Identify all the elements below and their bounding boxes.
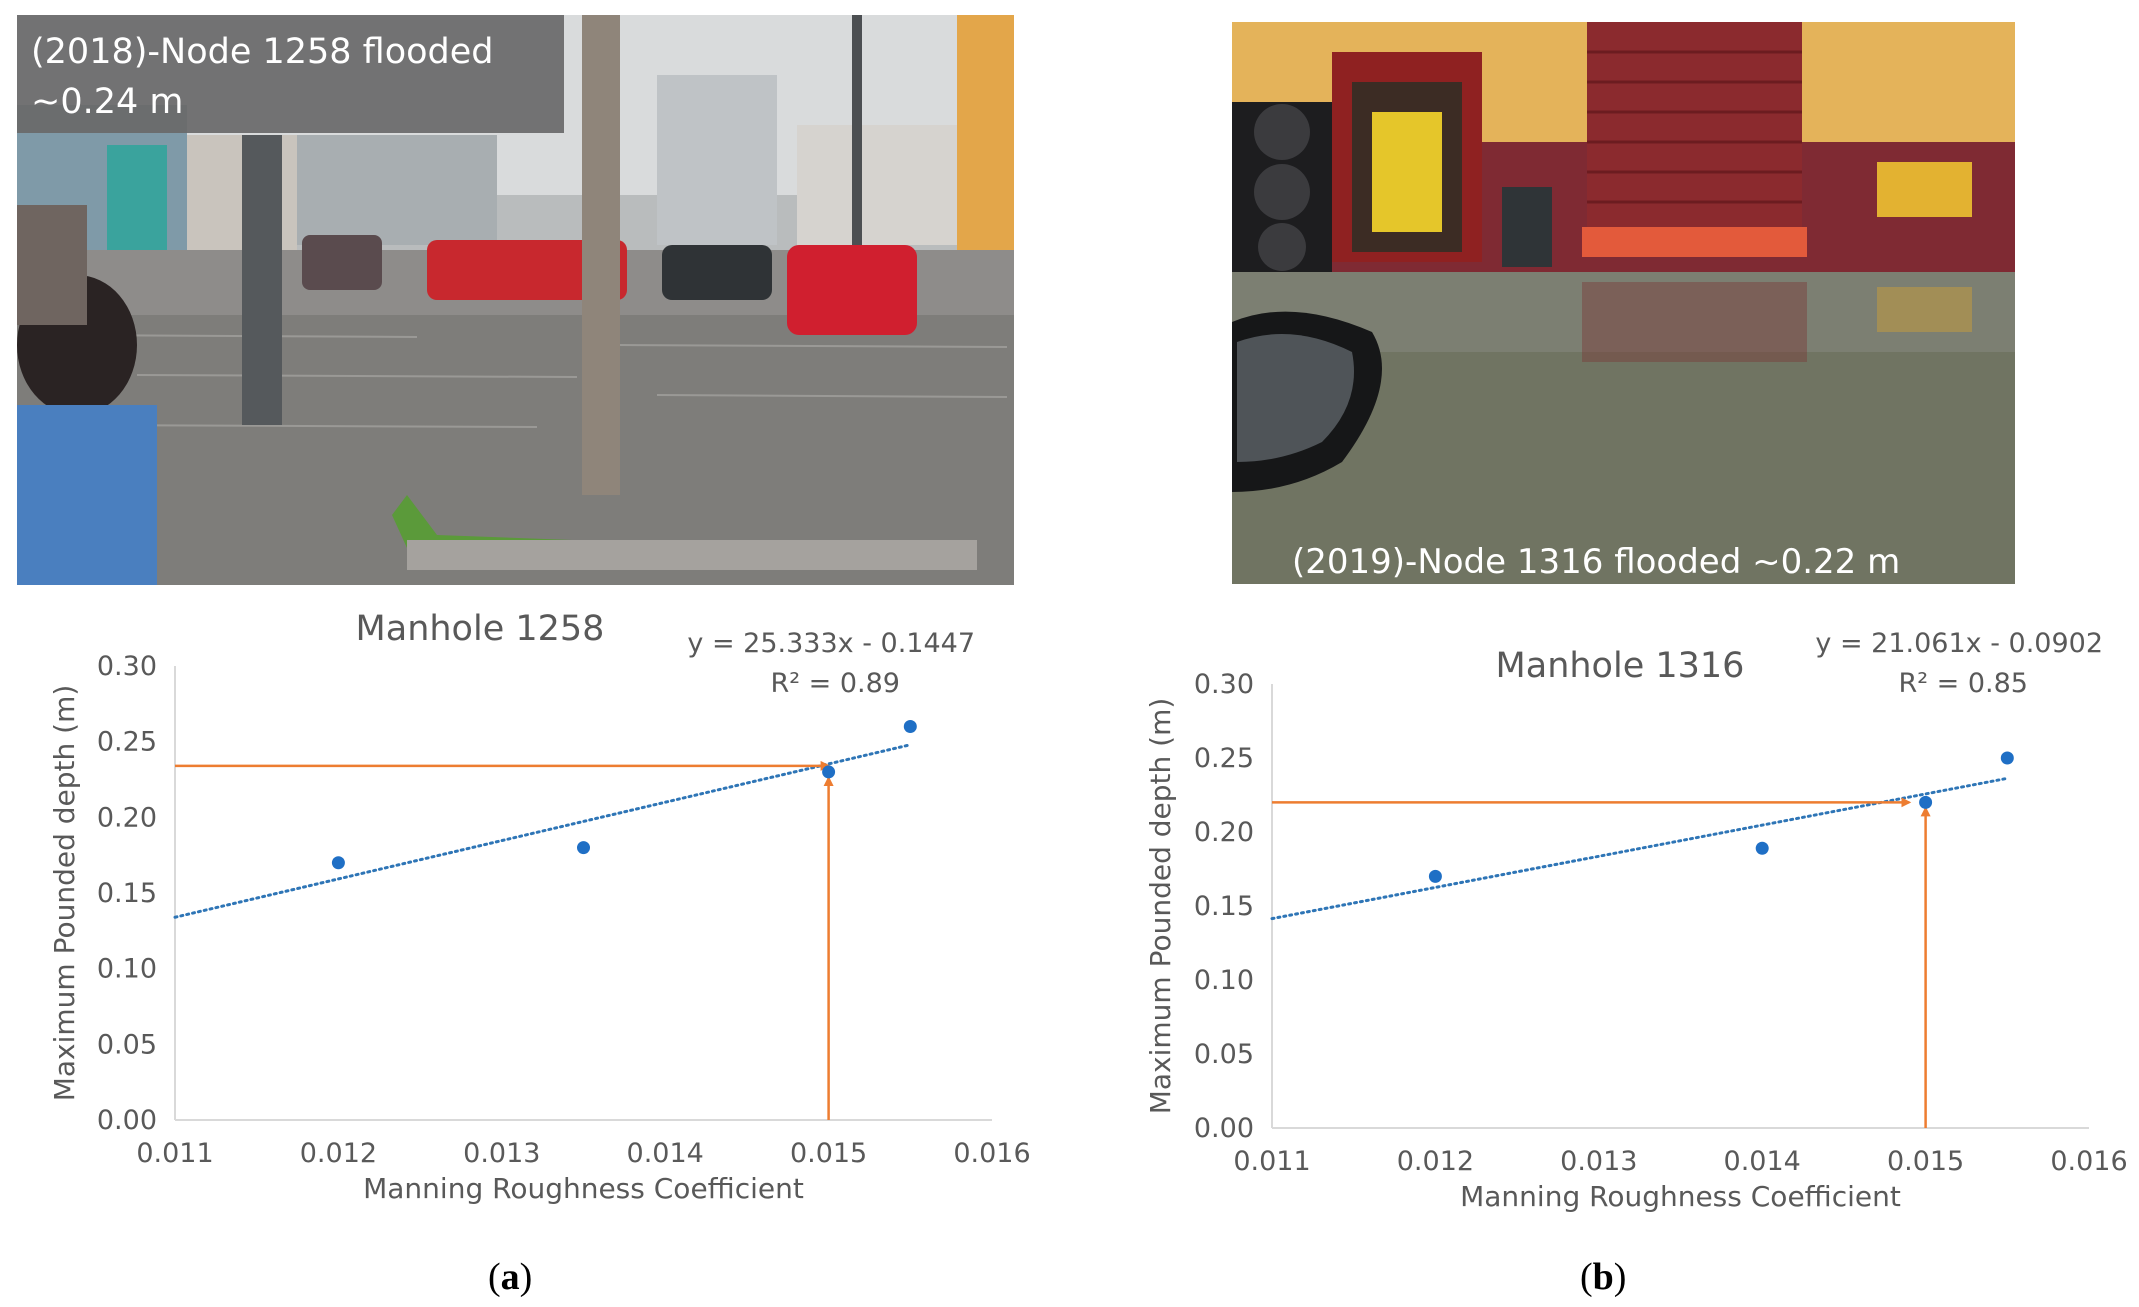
chart-title: Manhole 1258 xyxy=(356,609,605,649)
storefront-flood-illustration xyxy=(1232,22,2015,584)
x-tick-label: 0.016 xyxy=(953,1138,1030,1169)
data-point xyxy=(331,856,345,870)
data-point xyxy=(577,841,590,855)
y-tick-label: 0.00 xyxy=(1194,1113,1254,1144)
photo-caption-text: (2019)-Node 1316 flooded ~0.22 m xyxy=(1292,542,1901,582)
trendline-equation: y = 21.061x - 0.0902 xyxy=(1815,628,2103,659)
y-axis-label: Maximum Pounded depth (m) xyxy=(48,685,81,1102)
x-tick-label: 0.012 xyxy=(1397,1146,1474,1177)
data-point xyxy=(822,765,836,779)
x-tick-label: 0.014 xyxy=(627,1138,704,1169)
chart-manhole-1316: Manhole 1316 0.00 0.05 0.10 0.15 0.20 0.25 0.30… xyxy=(1120,600,2139,1220)
y-axis-label: Maximum Pounded depth (m) xyxy=(1144,698,1177,1115)
chart-manhole-1258: Manhole 1258 0.00 0.05 0.10 0.15 0.20 0.25 0.30… xyxy=(0,600,1060,1220)
r-squared-label: R² = 0.85 xyxy=(1899,668,2029,699)
x-tick-label: 0.015 xyxy=(1887,1146,1964,1177)
data-point xyxy=(1755,841,1769,855)
y-tick-label: 0.30 xyxy=(1194,669,1254,700)
x-tick-label: 0.014 xyxy=(1724,1146,1801,1177)
x-tick-label: 0.013 xyxy=(463,1138,540,1169)
trendline-equation: y = 25.333x - 0.1447 xyxy=(687,628,975,659)
data-point xyxy=(903,720,917,734)
y-tick-label: 0.25 xyxy=(1194,743,1254,774)
flood-photo-2019: (2019)-Node 1316 flooded ~0.22 m xyxy=(1232,22,2015,584)
y-tick-label: 0.00 xyxy=(97,1105,157,1136)
panel-label-b: (b) xyxy=(1580,1256,1627,1298)
data-point xyxy=(2000,751,2014,765)
x-axis-label: Manning Roughness Coefficient xyxy=(363,1172,804,1205)
x-tick-label: 0.015 xyxy=(790,1138,867,1169)
y-tick-label: 0.30 xyxy=(97,651,157,682)
r-squared-label: R² = 0.89 xyxy=(771,668,901,699)
y-tick-label: 0.05 xyxy=(97,1029,157,1060)
photo-caption-box: (2018)-Node 1258 flooded ~0.24 m xyxy=(17,15,564,133)
chart-title: Manhole 1316 xyxy=(1496,646,1745,686)
x-tick-label: 0.016 xyxy=(2050,1146,2127,1177)
x-tick-label: 0.011 xyxy=(136,1138,213,1169)
scatter-plot-b: Manhole 1316 0.00 0.05 0.10 0.15 0.20 0.25 0.30… xyxy=(1144,628,2128,1213)
y-tick-label: 0.20 xyxy=(1194,817,1254,848)
panel-label-a: (a) xyxy=(488,1256,533,1298)
trendline xyxy=(1270,776,2009,921)
x-axis-label: Manning Roughness Coefficient xyxy=(1460,1180,1901,1213)
photo-caption-text: (2018)-Node 1258 flooded ~0.24 m xyxy=(31,32,494,122)
y-tick-label: 0.10 xyxy=(1194,965,1254,996)
trendline xyxy=(173,743,912,919)
y-tick-label: 0.05 xyxy=(1194,1039,1254,1070)
y-tick-label: 0.20 xyxy=(97,802,157,833)
data-point xyxy=(1919,795,1933,809)
y-tick-label: 0.15 xyxy=(1194,891,1254,922)
y-tick-label: 0.15 xyxy=(97,878,157,909)
scatter-plot-a: Manhole 1258 0.00 0.05 0.10 0.15 0.20 0.25 0.30… xyxy=(48,609,1031,1205)
x-tick-label: 0.012 xyxy=(300,1138,377,1169)
x-tick-label: 0.013 xyxy=(1560,1146,1637,1177)
x-tick-label: 0.011 xyxy=(1233,1146,1310,1177)
y-tick-label: 0.10 xyxy=(97,954,157,985)
data-point xyxy=(1428,869,1442,883)
y-tick-label: 0.25 xyxy=(97,727,157,758)
flood-photo-2018: (2018)-Node 1258 flooded ~0.24 m xyxy=(17,15,1014,585)
